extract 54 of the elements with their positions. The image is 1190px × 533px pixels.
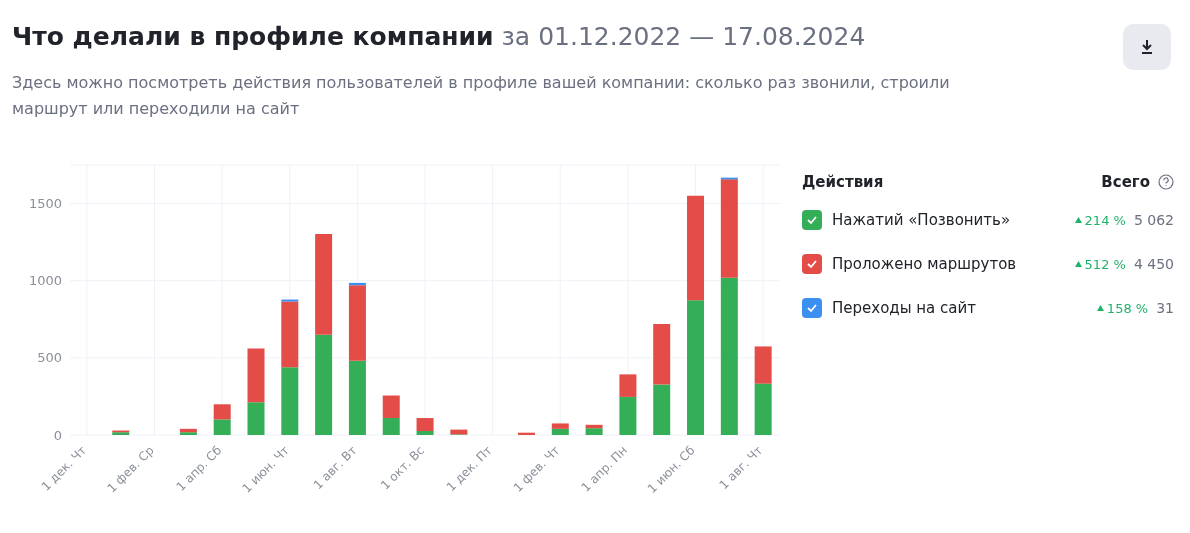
legend-title: Действия [802, 173, 884, 191]
bar [247, 402, 265, 435]
bar [281, 299, 299, 302]
bar [585, 428, 603, 435]
bar [416, 418, 434, 431]
bar [416, 430, 434, 435]
y-tick-label: 0 [53, 427, 62, 443]
text: 158 % [1105, 300, 1149, 316]
y-tick-label: 500 [37, 350, 62, 366]
bar [213, 419, 231, 435]
text: за 01.12.2022 — 17.08.2024 [501, 22, 866, 51]
bar [720, 277, 738, 435]
text: 31 [1156, 300, 1174, 316]
x-tick-label: 1 апр. Пн [578, 443, 630, 495]
bar [281, 367, 299, 435]
bar [551, 423, 569, 429]
bar [315, 334, 333, 435]
bar [687, 300, 705, 435]
legend-label: Проложено маршрутов [832, 255, 1018, 273]
text: 5 062 [1133, 212, 1174, 228]
bar [315, 234, 333, 335]
bar [619, 374, 637, 397]
bar [551, 428, 569, 435]
x-tick-label: 1 апр. Сб [173, 443, 225, 494]
legend-label: Нажатий «Позвонить» [832, 211, 1012, 229]
text: 512 % [1083, 256, 1126, 272]
bar [382, 395, 400, 419]
bar [348, 285, 366, 361]
y-tick-label: 1500 [28, 196, 62, 212]
bar [687, 195, 705, 301]
x-tick-label: 1 фев. Ср [104, 443, 157, 496]
x-tick-label: 1 окт. Вс [377, 443, 428, 493]
chart-subtitle: Здесь можно посмотреть действия пользователей в профиле вашей компании: сколько раз звонили, строили маршрут или переходили на сайт [12, 72, 951, 120]
text: Всего [1101, 173, 1151, 191]
x-tick-label: 1 авг. Чт [716, 443, 766, 493]
bar [619, 396, 637, 435]
legend-label: Переходы на сайт [832, 299, 977, 317]
bar [281, 301, 299, 368]
bar [754, 346, 772, 384]
bar [754, 383, 772, 435]
y-tick-label: 1000 [28, 273, 62, 289]
text: 214 % [1083, 212, 1126, 228]
bar [179, 432, 197, 435]
bar [653, 384, 671, 435]
bar [382, 418, 400, 435]
bar [348, 360, 366, 435]
bar [720, 179, 738, 278]
bar [653, 324, 671, 385]
bar [247, 348, 265, 403]
chart-title: Что делали в профиле компании [12, 22, 494, 51]
x-tick-label: 1 фев. Чт [510, 443, 563, 495]
text: 4 450 [1133, 256, 1174, 272]
bar [213, 404, 231, 420]
x-tick-label: 1 авг. Вт [310, 443, 360, 493]
